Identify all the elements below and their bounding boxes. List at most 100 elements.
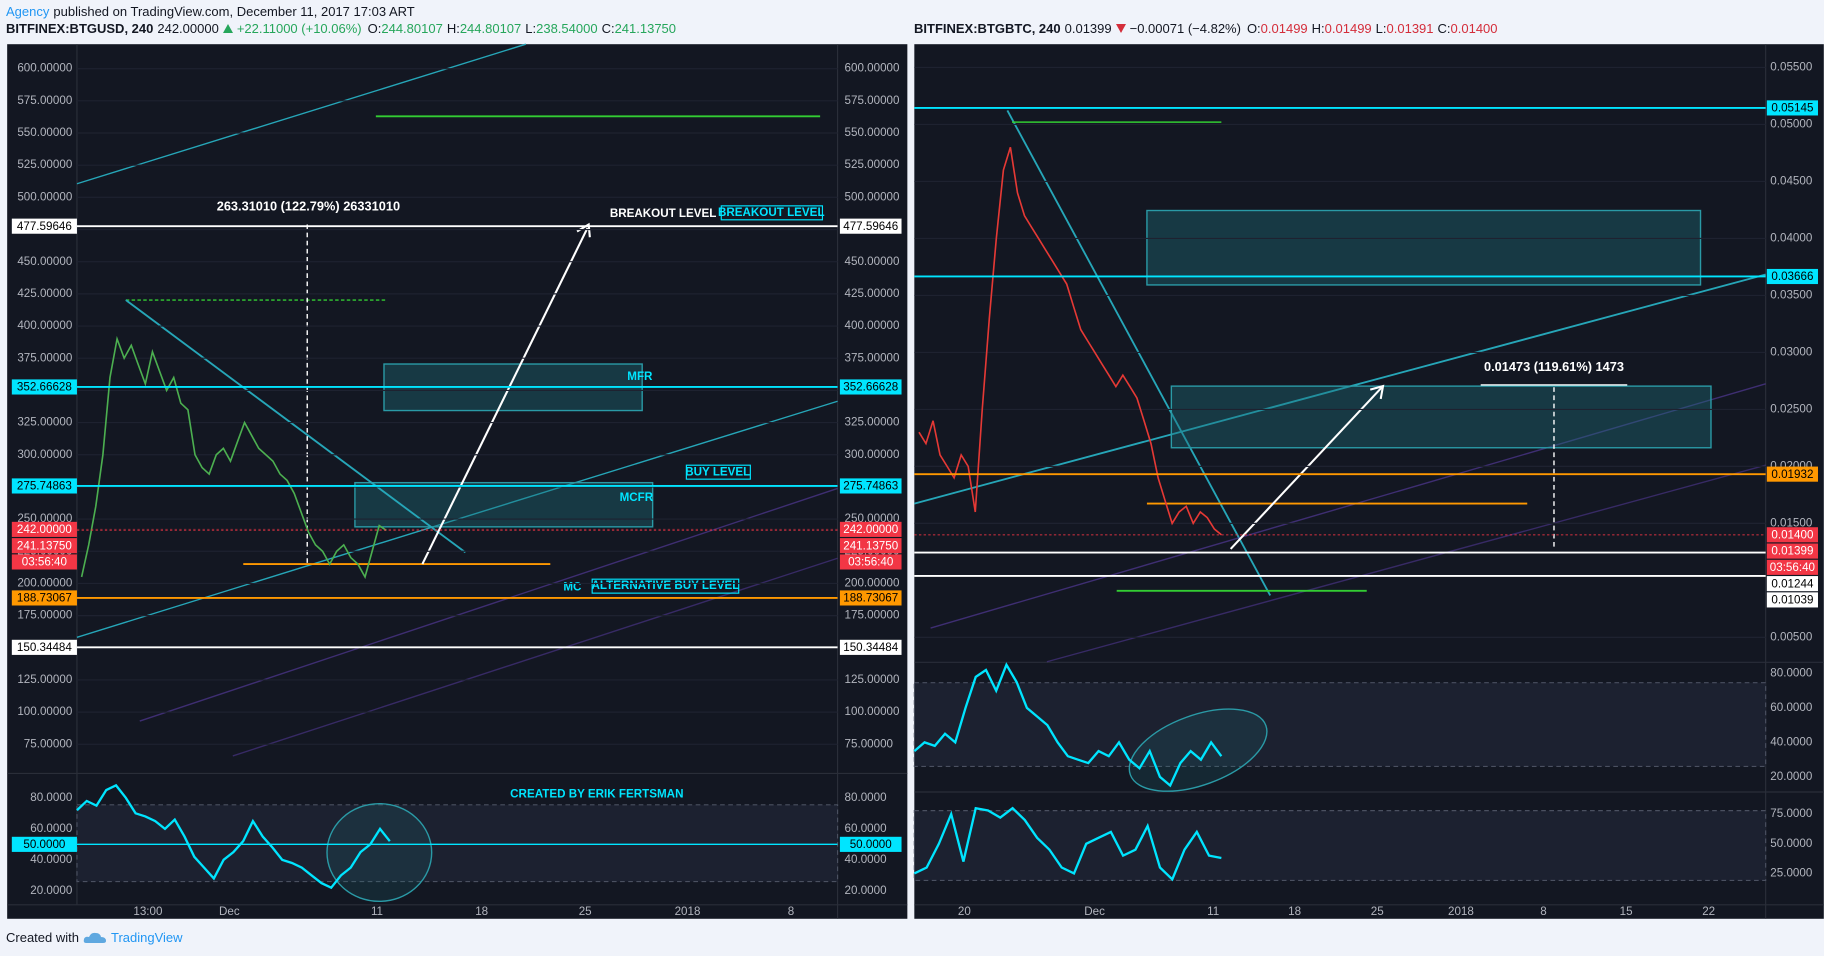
y-tick-label: 60.0000 [845,822,888,835]
down-arrow [1115,24,1126,33]
y-tick-label: 0.02500 [1770,402,1813,415]
y-tick-label: 525.00000 [17,158,72,171]
ohlc-value: 241.13750 [614,21,677,36]
ohlc-value: 244.80107 [381,21,443,36]
x-tick-label: 13:00 [133,905,163,918]
buy-label: BUY LEVEL [685,465,750,478]
series-line [76,783,391,890]
drawings-right [914,110,1766,792]
level-label: 0.01244 [1771,577,1814,590]
countdown-label-box [1766,559,1818,575]
level-label-box [839,521,902,537]
ohlc: O: 0.01499 H: 0.01499 L: 0.01391 C: 0.01400 [1245,21,1498,36]
level-label-box [839,639,902,655]
level-label-box [1766,592,1818,608]
y-tick-label: 550.00000 [17,126,72,139]
y-tick-label: 550.00000 [845,126,900,139]
level-label: 352.66628 [843,381,898,394]
level-label-box [839,478,902,494]
x-tick-label: 11 [1207,905,1219,918]
breakout-box-label: BREAKOUT LEVEL [718,206,825,219]
y-tick-label: 600.00000 [17,62,72,75]
y-tick-label: 0.03000 [1770,345,1813,358]
annotations: 263.31010 (122.79%) 26331010 BREAKOUT LE… [217,198,1624,800]
footer: Created with TradingView [6,930,183,945]
x-tick-label: 2018 [675,905,701,918]
level-label: 0.01400 [1771,528,1814,541]
level-label-box [839,538,902,554]
up-arrow [222,24,233,33]
rsi-level-label: 50.0000 [850,838,893,851]
y-tick-label: 125.00000 [845,673,900,686]
right-panel [914,44,1824,919]
x-tick-label: 18 [475,905,488,918]
ohlc-key: H: [1311,21,1325,36]
left-panel [7,44,908,919]
y-tick-label: 375.00000 [17,351,72,364]
level-label: 188.73067 [17,592,72,605]
x-tick-label: 20 [958,905,971,918]
level-label: 352.66628 [17,381,72,394]
level-label-box [839,590,902,606]
level-label-box [11,639,77,655]
alt-buy-label: ALTERNATIVE BUY LEVEL [591,579,739,592]
y-tick-label: 500.00000 [17,190,72,203]
series-line [80,335,387,580]
y-tick-label: 50.0000 [1770,837,1813,850]
last-price: 242.00000 [157,21,219,36]
level-label-box [839,218,902,234]
y-tick-label: 0.04000 [1770,232,1813,245]
level-label: 0.01399 [1771,545,1813,558]
countdown-label: 03:56:40 [1770,561,1816,574]
symbol: BITFINEX:BTGUSD, 240 [6,21,154,36]
y-tick-label: 80.0000 [30,791,73,804]
level-label: 242.00000 [843,523,898,536]
change: +22.11000 (+10.06%) [236,21,362,36]
y-tick-label: 75.00000 [845,737,894,750]
rsi-bands [76,682,1767,883]
y-tick-label: 0.03500 [1770,288,1813,301]
x-tick-label: 2018 [1448,905,1474,918]
ohlc-value: 0.01391 [1386,21,1434,36]
y-tick-label: 425.00000 [17,287,72,300]
separators [7,44,1824,919]
level-label-box [1766,527,1818,543]
level-label-box [11,521,77,537]
y-tick-label: 325.00000 [17,416,72,429]
y-tick-label: 0.05000 [1770,118,1813,131]
countdown-label-box [11,554,77,570]
level-label-box [839,379,902,395]
ohlc-value: 0.01499 [1324,21,1372,36]
level-label-box [1766,543,1818,559]
level-label: 275.74863 [843,480,898,493]
x-tick-label: 25 [579,905,592,918]
y-tick-label: 40.0000 [1770,735,1813,748]
level-label: 0.01932 [1771,468,1813,481]
buy-box [685,464,751,480]
x-tick-label: 22 [1702,905,1715,918]
last-price: 0.01399 [1064,21,1112,36]
x-tick-label: 15 [1620,905,1633,918]
x-tick-label: Dec [1084,905,1105,918]
y-tick-label: 175.00000 [845,609,900,622]
ohlc-value: 0.01400 [1450,21,1498,36]
level-label: 242.00000 [17,523,72,536]
y-tick-label: 0.04500 [1770,175,1813,188]
brand[interactable]: TradingView [110,930,183,945]
ohlc-value: 0.01499 [1260,21,1308,36]
publisher[interactable]: Agency [6,4,50,19]
level-label-box [1766,466,1818,482]
y-tick-label: 20.0000 [30,884,73,897]
created-with: Created with [6,930,79,945]
breakout-box [720,205,824,221]
series-line [913,662,1223,788]
y-tick-label: 25.0000 [1770,866,1813,879]
y-tick-label: 200.00000 [17,577,72,590]
y-tick-label: 200.00000 [845,577,900,590]
y-tick-label: 450.00000 [845,255,900,268]
logo [83,932,106,943]
countdown-label: 03:56:40 [848,556,894,569]
level-label-box [1766,100,1818,116]
published: published on TradingView.com, December 1… [53,4,415,19]
symbol: BITFINEX:BTGBTC, 240 [914,21,1061,36]
